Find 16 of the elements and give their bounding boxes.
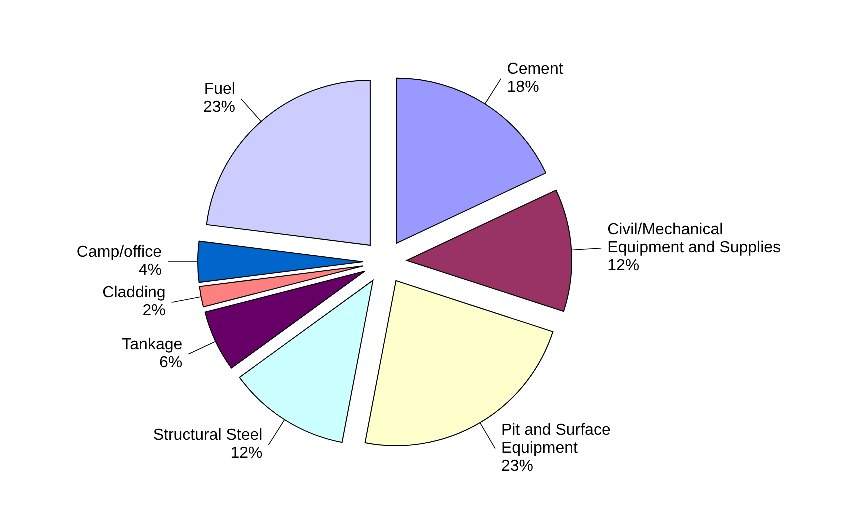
data-label: 18% [507, 78, 540, 96]
slice-label: Pit and Surface Equipment [501, 422, 611, 457]
data-label: 23% [203, 99, 236, 116]
slice-label: Fuel [204, 81, 236, 98]
slice-label: Camp/office [76, 244, 162, 261]
slice-label: Cladding [102, 284, 166, 302]
data-label: 12% [230, 445, 263, 462]
data-label: 23% [501, 458, 534, 475]
slice-label: Civil/Mechanical Equipment and Supplies [608, 221, 782, 256]
slice-label: Cement [507, 60, 564, 78]
data-label: 12% [608, 257, 640, 274]
data-label: 2% [142, 302, 166, 320]
data-label: 4% [138, 262, 162, 279]
slice-label: Structural Steel [153, 427, 263, 444]
data-label: 6% [160, 354, 183, 372]
slice-label: Tankage [122, 336, 183, 354]
